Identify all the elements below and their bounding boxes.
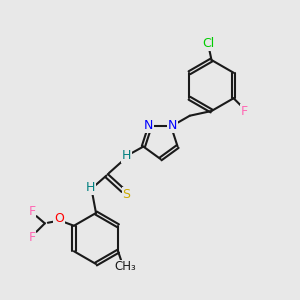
Text: H: H <box>86 181 96 194</box>
Text: F: F <box>28 231 35 244</box>
Text: S: S <box>123 188 130 201</box>
Text: H: H <box>122 149 131 162</box>
Text: F: F <box>28 205 35 218</box>
Text: CH₃: CH₃ <box>114 260 136 273</box>
Text: N: N <box>144 119 153 132</box>
Text: Cl: Cl <box>202 37 214 50</box>
Text: N: N <box>168 119 177 132</box>
Text: O: O <box>54 212 64 225</box>
Text: F: F <box>241 105 248 118</box>
